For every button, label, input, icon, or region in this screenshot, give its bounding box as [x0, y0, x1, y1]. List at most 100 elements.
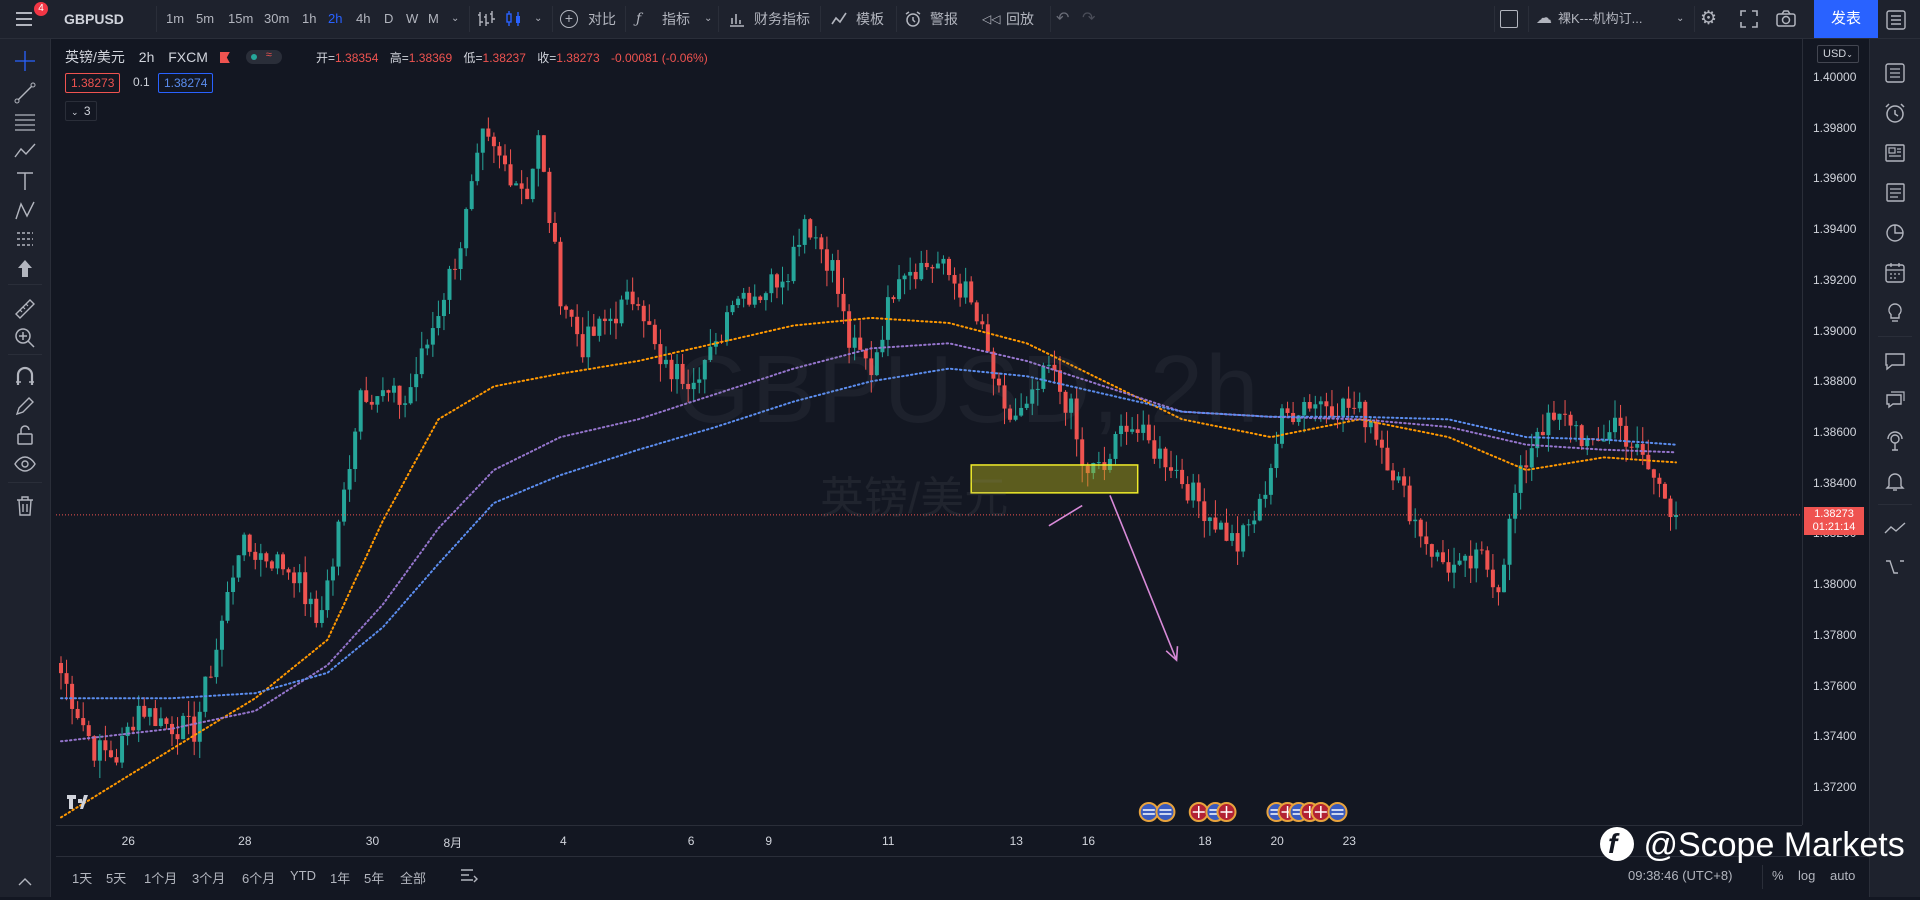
legend-pair[interactable]: 英镑/美元	[65, 49, 125, 65]
buy-price-button[interactable]: 1.38274	[158, 73, 214, 93]
eye-icon[interactable]	[13, 452, 37, 476]
range-3[interactable]: 3个月	[192, 871, 226, 886]
currency-selector[interactable]: USD⌄	[1817, 45, 1859, 63]
publish-button[interactable]: 发表	[1814, 0, 1878, 38]
economic-event-us-icon[interactable]	[1155, 802, 1176, 822]
fib-retracement-icon[interactable]	[13, 110, 37, 134]
undo-icon[interactable]: ↶	[1056, 10, 1070, 27]
clock-label[interactable]: 09:38:46 (UTC+8)	[1628, 868, 1733, 883]
pattern-icon[interactable]	[13, 139, 37, 163]
notification-badge: 4	[34, 2, 48, 16]
hotlist-icon[interactable]	[1883, 221, 1907, 245]
data-window-icon[interactable]	[1883, 141, 1907, 165]
interval-D[interactable]: D	[384, 11, 394, 26]
lightbulb-icon[interactable]	[1883, 301, 1907, 325]
time-axis[interactable]: 26 28 30 8月 4 6 9 11 13 16 18 20 23	[56, 825, 1802, 856]
camera-icon[interactable]	[1776, 10, 1796, 28]
interval-2h[interactable]: 2h	[328, 11, 343, 26]
range-7[interactable]: 5年	[364, 871, 385, 886]
sell-price-button[interactable]: 1.38273	[65, 73, 121, 93]
interval-dropdown-icon[interactable]: ⌄	[451, 13, 460, 24]
interval-15m[interactable]: 15m	[228, 11, 254, 26]
streams-icon[interactable]	[1883, 429, 1907, 453]
ruler-icon[interactable]	[13, 297, 37, 321]
range-5[interactable]: YTD	[290, 868, 316, 883]
interval-W[interactable]: W	[406, 11, 419, 26]
log-scale-toggle[interactable]: log	[1798, 868, 1816, 883]
alarm-clock-icon[interactable]	[1883, 101, 1907, 125]
xabcd-pattern-icon[interactable]	[13, 199, 37, 223]
candle-body	[1119, 425, 1124, 435]
price-axis[interactable]: USD⌄ 1.40000 1.39800 1.39600 1.39400 1.39200…	[1802, 39, 1871, 825]
trend-line-icon[interactable]	[13, 81, 37, 105]
bars-style-icon[interactable]	[476, 9, 496, 29]
chart-type-dropdown-icon[interactable]: ⌄	[534, 13, 543, 24]
magnet-icon[interactable]	[13, 365, 37, 389]
forecast-icon[interactable]	[13, 227, 37, 251]
select-layout-icon[interactable]	[1500, 10, 1518, 28]
candle-body	[969, 281, 974, 303]
settings-gear-icon[interactable]: ⚙	[1700, 8, 1718, 29]
symbol-search[interactable]: GBPUSD	[64, 11, 124, 27]
dom-icon[interactable]	[1883, 555, 1907, 579]
market-status-icon[interactable]: ≈	[245, 49, 282, 64]
interval-5m[interactable]: 5m	[196, 11, 215, 26]
interval-4h[interactable]: 4h	[356, 11, 371, 26]
news-icon[interactable]	[1883, 180, 1907, 204]
open-label: 开=	[316, 51, 336, 65]
chat-icon[interactable]	[1883, 349, 1907, 373]
interval-1m[interactable]: 1m	[166, 11, 185, 26]
redo-icon[interactable]: ↷	[1082, 10, 1096, 27]
range-8[interactable]: 全部	[400, 871, 427, 886]
candle-body	[436, 316, 441, 329]
fullscreen-icon[interactable]	[1740, 10, 1758, 28]
zoom-in-icon[interactable]	[13, 326, 37, 350]
candle-body	[1130, 429, 1135, 432]
notifications-bell-icon[interactable]	[1883, 469, 1907, 493]
text-tool-icon[interactable]	[13, 169, 37, 193]
auto-scale-toggle[interactable]: auto	[1830, 868, 1856, 883]
range-1[interactable]: 5天	[106, 871, 127, 886]
crosshair-icon[interactable]	[13, 49, 37, 73]
range-2[interactable]: 1个月	[144, 871, 178, 886]
collapse-toolbar-icon[interactable]	[13, 871, 37, 895]
economic-event-uk-icon[interactable]	[1310, 802, 1331, 822]
pencil-lock-icon[interactable]	[13, 394, 37, 418]
trash-icon[interactable]	[13, 494, 37, 518]
lock-icon[interactable]	[13, 423, 37, 447]
candle-body	[1285, 408, 1290, 413]
layout-name-button[interactable]: ☁ 裸K---机构订... ⌄	[1536, 0, 1686, 38]
interval-M[interactable]: M	[428, 11, 439, 26]
replay-button[interactable]: ◁◁ 回放	[982, 0, 1042, 38]
candles-style-icon[interactable]	[504, 9, 524, 29]
economic-event-us-icon[interactable]	[1327, 802, 1348, 822]
interval-30m[interactable]: 30m	[264, 11, 290, 26]
range-0[interactable]: 1天	[72, 871, 93, 886]
tradingview-logo-icon[interactable]	[66, 793, 92, 811]
calendar-icon[interactable]	[1883, 261, 1907, 285]
interval-1h[interactable]: 1h	[302, 11, 317, 26]
price-chart[interactable]	[56, 39, 1802, 825]
trading-panel-icon[interactable]	[1883, 517, 1907, 541]
templates-button[interactable]: 模板	[830, 0, 890, 38]
watchlist-icon[interactable]	[1883, 61, 1907, 85]
economic-event-uk-icon[interactable]	[1216, 802, 1237, 822]
messages-icon[interactable]	[1883, 389, 1907, 413]
range-6[interactable]: 1年	[330, 871, 351, 886]
percent-scale-toggle[interactable]: %	[1772, 868, 1784, 883]
economic-event-uk-icon[interactable]	[1188, 802, 1209, 822]
range-4[interactable]: 6个月	[242, 871, 276, 886]
menu-icon[interactable]	[14, 9, 36, 29]
indicators-collapse-button[interactable]: ⌄ 3	[65, 101, 97, 121]
arrow-up-icon[interactable]	[13, 257, 37, 281]
candle-body	[92, 736, 97, 761]
details-list-icon[interactable]	[1886, 10, 1908, 30]
alerts-button[interactable]: 警报	[904, 0, 964, 38]
candle-body	[897, 279, 902, 300]
indicators-button[interactable]: ƒ 指标 ⌄	[636, 0, 716, 38]
alerts-label: 警报	[930, 11, 958, 27]
financials-button[interactable]: 财务指标	[728, 0, 814, 38]
date-range-picker-icon[interactable]	[460, 867, 478, 885]
economic-event-us-icon[interactable]	[1138, 802, 1159, 822]
candle-body	[1485, 550, 1490, 570]
